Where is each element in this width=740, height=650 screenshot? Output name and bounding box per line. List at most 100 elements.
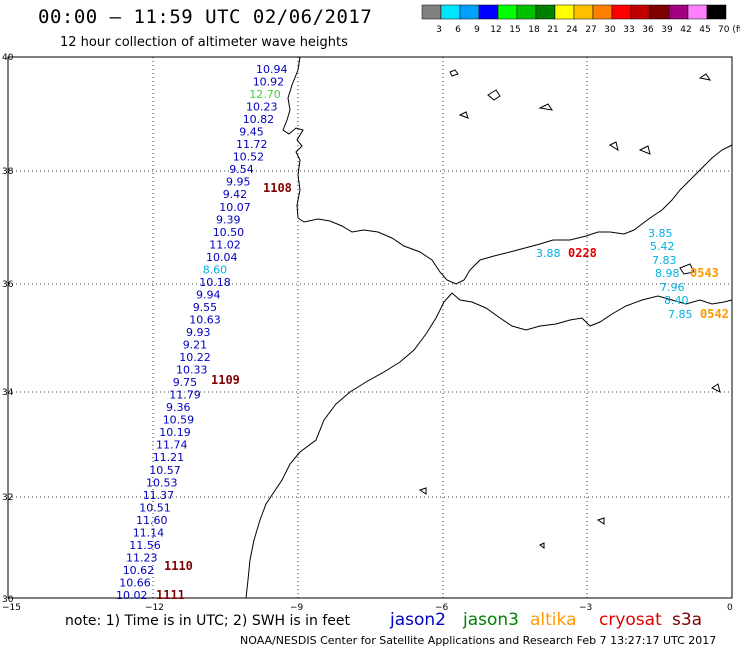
swh-value: 7.96 xyxy=(660,281,685,294)
scale-label: 18 xyxy=(528,25,540,35)
swh-value: 8.40 xyxy=(664,294,689,307)
lon-tick: −12 xyxy=(145,603,164,613)
swh-value: 5.42 xyxy=(650,240,675,253)
swh-value: 10.62 xyxy=(123,564,155,577)
scale-label: 3 xyxy=(436,25,442,35)
swh-value: 10.53 xyxy=(146,476,178,489)
time-label: 0228 xyxy=(568,246,597,260)
lon-tick: −9 xyxy=(290,603,304,613)
swh-value: 11.74 xyxy=(156,439,188,452)
scale-label: 12 xyxy=(490,25,501,35)
lat-tick: 30 xyxy=(2,595,14,605)
scale-label: 33 xyxy=(623,25,634,35)
scale-label: 45 xyxy=(699,25,710,35)
swh-value: 8.60 xyxy=(203,263,228,276)
swh-value: 9.39 xyxy=(216,213,241,226)
legend-cryosat: cryosat xyxy=(599,610,662,630)
swh-value: 9.75 xyxy=(173,376,198,389)
scale-label: 30 xyxy=(604,25,616,35)
lon-tick-labels: −15 −12 −9 −6 −3 0 xyxy=(2,603,733,613)
swh-value: 8.98 xyxy=(655,267,680,280)
map-subtitle: 12 hour collection of altimeter wave hei… xyxy=(60,35,348,50)
legend-s3a: s3a xyxy=(672,610,703,630)
coastline xyxy=(245,56,733,599)
time-label: 0543 xyxy=(690,266,719,280)
swh-value: 3.85 xyxy=(648,227,673,240)
swh-value: 10.04 xyxy=(206,251,238,264)
swh-value: 7.83 xyxy=(652,254,677,267)
time-label: 1111 xyxy=(156,588,185,602)
swh-value: 10.02 xyxy=(116,589,148,602)
altika-track: 3.855.427.838.987.968.407.85 xyxy=(648,227,693,321)
time-label: 1109 xyxy=(211,373,240,387)
swh-value: 10.63 xyxy=(189,314,221,327)
swh-value: 9.42 xyxy=(223,188,248,201)
lon-tick: −15 xyxy=(2,603,21,613)
swh-value: 9.54 xyxy=(229,163,254,176)
scale-label: 21 xyxy=(547,25,558,35)
map-frame xyxy=(7,56,733,599)
lat-tick-labels: 40 38 36 34 32 30 xyxy=(2,53,14,605)
altika-times: 0543 0542 xyxy=(690,266,729,321)
swh-value: 10.66 xyxy=(119,577,151,590)
legend-jason3: jason3 xyxy=(463,610,519,630)
swh-value: 11.02 xyxy=(209,238,241,251)
swh-value: 7.85 xyxy=(668,308,693,321)
legend-jason2: jason2 xyxy=(390,610,446,630)
swh-value: 10.59 xyxy=(163,414,195,427)
swh-value: 11.37 xyxy=(143,489,175,502)
cryosat-point: 3.88 0228 xyxy=(536,246,597,260)
lat-tick: 34 xyxy=(2,388,14,398)
swh-value: 11.23 xyxy=(126,551,158,564)
swh-value: 10.07 xyxy=(219,201,251,214)
lat-tick: 32 xyxy=(2,493,13,503)
scale-label: 6 xyxy=(455,25,461,35)
swh-value: 10.18 xyxy=(199,276,231,289)
swh-value: 11.14 xyxy=(133,526,165,539)
swh-value: 10.51 xyxy=(139,501,171,514)
swh-value: 11.72 xyxy=(236,138,268,151)
swh-value: 11.21 xyxy=(153,451,185,464)
scale-label: 15 xyxy=(509,25,520,35)
legend-altika: altika xyxy=(530,610,577,630)
swh-value: 10.94 xyxy=(256,63,288,76)
lat-tick: 36 xyxy=(2,280,14,290)
lon-tick: −3 xyxy=(579,603,592,613)
swh-value: 10.33 xyxy=(176,364,208,377)
swh-value: 9.55 xyxy=(193,301,218,314)
scale-label: 42 xyxy=(680,25,691,35)
scale-label: 36 xyxy=(642,25,654,35)
swh-value: 10.19 xyxy=(159,426,191,439)
swh-value: 3.88 xyxy=(536,247,561,260)
swh-value: 12.70 xyxy=(249,88,280,101)
swh-value: 11.79 xyxy=(169,389,201,402)
swh-value: 10.23 xyxy=(246,101,278,114)
lon-tick: −6 xyxy=(435,603,449,613)
credit-line: NOAA/NESDIS Center for Satellite Applica… xyxy=(240,634,717,647)
scale-label: 9 xyxy=(474,25,480,35)
swh-value: 10.57 xyxy=(149,464,181,477)
s3a-times: 1108 1109 1110 1111 xyxy=(156,181,292,602)
lat-tick: 38 xyxy=(2,167,14,177)
scale-label: 24 xyxy=(566,25,578,35)
time-label: 0542 xyxy=(700,307,729,321)
swh-value: 9.93 xyxy=(186,326,211,339)
scale-label: 70 (ft) xyxy=(718,25,740,35)
map-title: 00:00 – 11:59 UTC 02/06/2017 xyxy=(38,6,373,28)
swh-value: 11.56 xyxy=(129,539,161,552)
swh-value: 10.22 xyxy=(179,351,211,364)
swh-value: 10.92 xyxy=(253,76,285,89)
jason2-track: 10.9410.9212.7010.2310.829.4511.7210.529… xyxy=(116,63,288,602)
scale-label: 27 xyxy=(585,25,596,35)
swh-value: 10.82 xyxy=(243,113,275,126)
swh-value: 10.50 xyxy=(213,226,245,239)
lat-tick: 40 xyxy=(2,53,14,63)
swh-value: 9.36 xyxy=(166,401,191,414)
swh-value: 9.45 xyxy=(239,126,263,139)
time-label: 1110 xyxy=(164,559,193,573)
swh-value: 10.52 xyxy=(233,151,265,164)
swh-value: 9.21 xyxy=(183,339,208,352)
lon-tick: 0 xyxy=(727,603,733,613)
